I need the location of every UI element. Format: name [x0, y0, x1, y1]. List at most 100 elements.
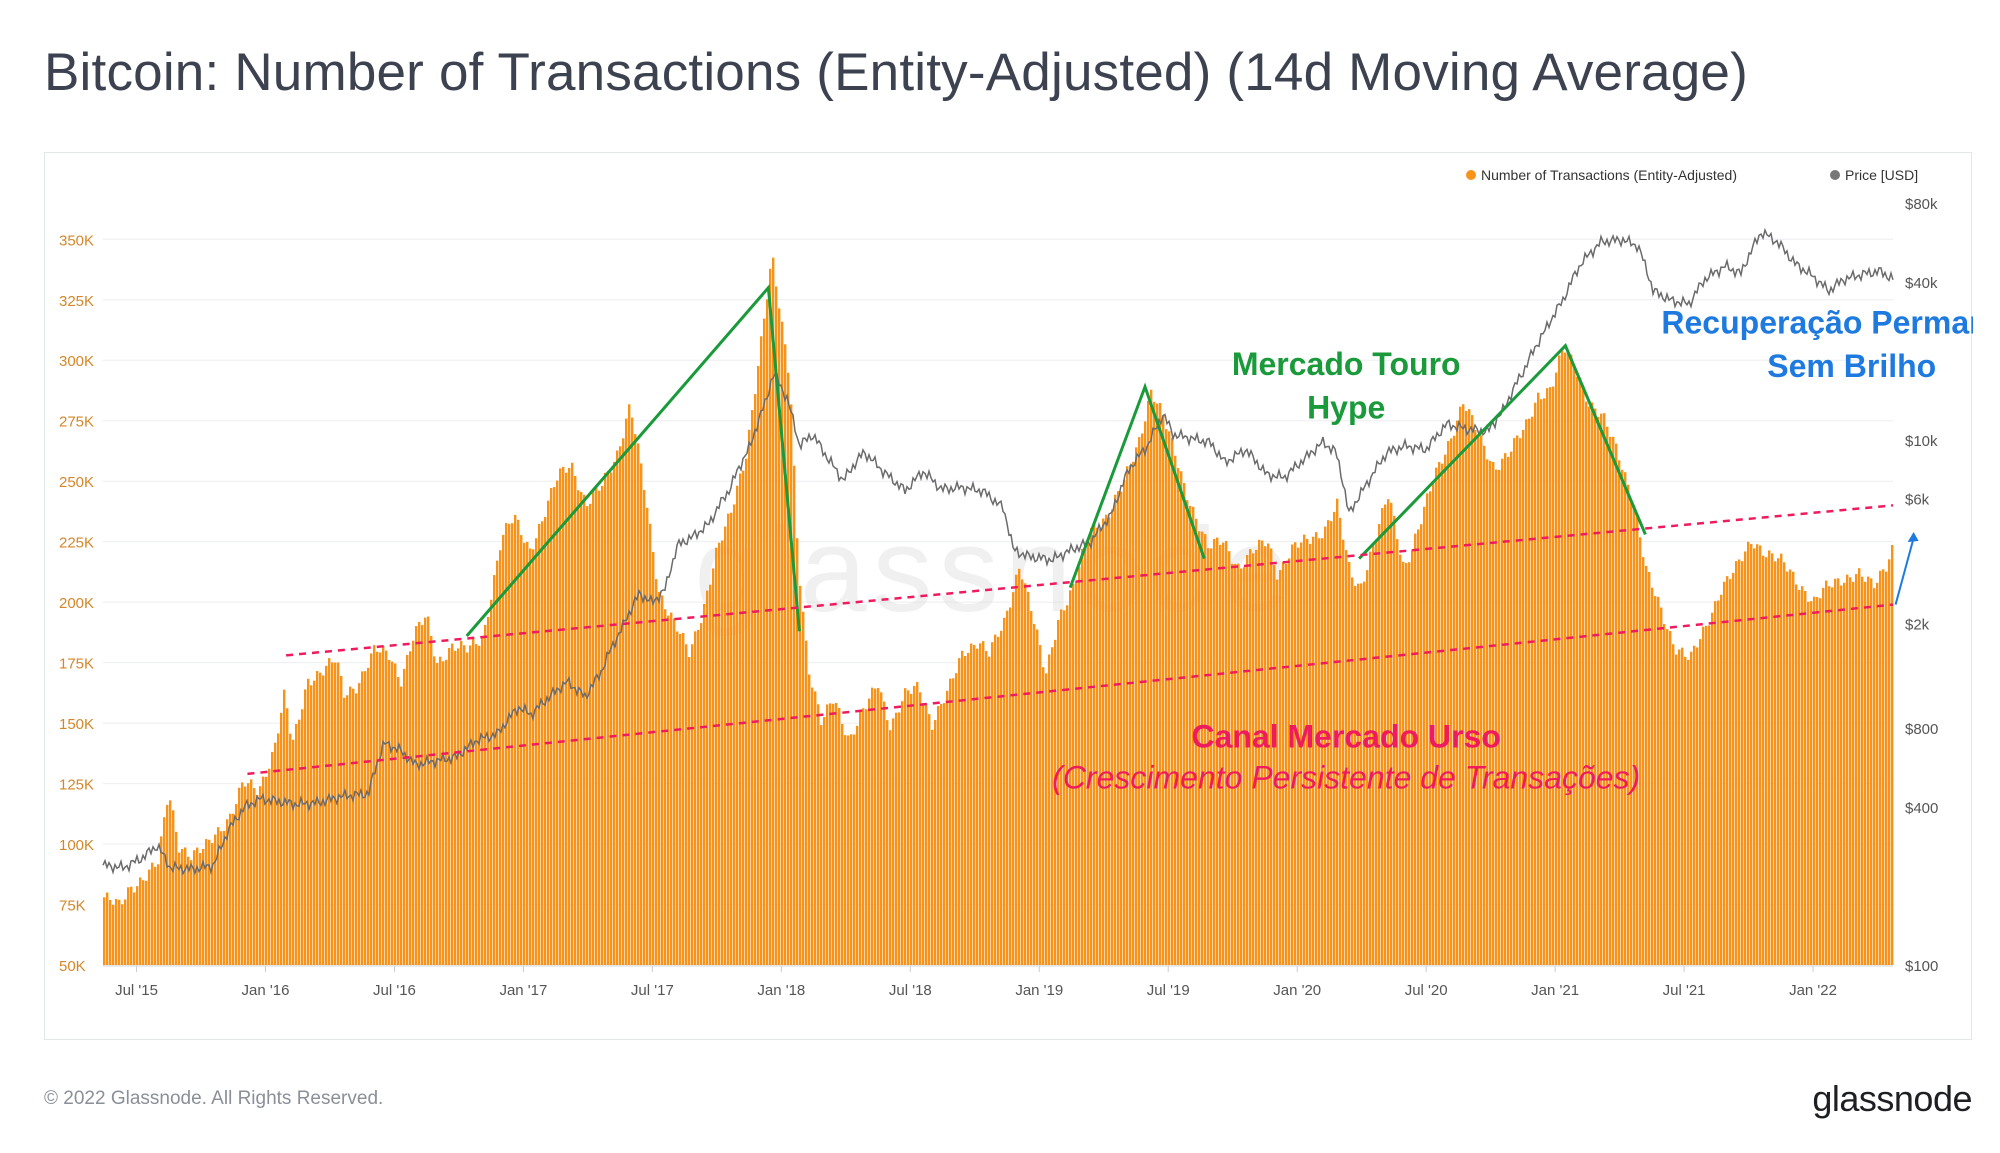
- transaction-bar: [472, 638, 475, 965]
- transaction-bar: [460, 640, 463, 965]
- annotation-lines: [247, 284, 1919, 776]
- transaction-bar: [1006, 610, 1009, 965]
- transaction-bar: [1285, 563, 1288, 965]
- transaction-bar: [1543, 398, 1546, 965]
- transaction-bar: [445, 659, 448, 965]
- transaction-bar: [1120, 491, 1123, 965]
- transaction-bar: [1312, 536, 1315, 965]
- transaction-bar: [838, 707, 841, 965]
- transaction-bar: [409, 651, 412, 965]
- transaction-bar: [229, 813, 232, 965]
- transaction-bar: [328, 658, 331, 965]
- transaction-bar: [700, 623, 703, 965]
- transaction-bar: [268, 768, 271, 965]
- transaction-bar: [616, 450, 619, 965]
- transaction-bar: [1306, 538, 1309, 965]
- transaction-bar: [820, 725, 823, 965]
- transaction-bar: [1237, 563, 1240, 965]
- text-annotations: Mercado Touro Hype Recuperação Permanece Se…: [1052, 305, 1973, 796]
- transaction-bar: [277, 733, 280, 965]
- transaction-bar: [550, 488, 553, 965]
- transaction-bar: [772, 257, 775, 965]
- recovery-arrow: [1894, 537, 1915, 605]
- transaction-bar: [178, 852, 181, 965]
- transactions-price-chart: glassnode 50K75K100K125K150K175K200K225K…: [59, 167, 1973, 999]
- transaction-bar: [730, 512, 733, 965]
- transaction-bar: [484, 624, 487, 965]
- transaction-bar: [1675, 654, 1678, 965]
- transaction-bar: [1375, 539, 1378, 965]
- transaction-bar: [1534, 402, 1537, 965]
- transaction-bar: [1522, 429, 1525, 966]
- transaction-bar: [1624, 472, 1627, 965]
- transaction-bar: [1309, 543, 1312, 965]
- transaction-bar: [1513, 438, 1516, 965]
- transaction-bar: [1177, 468, 1180, 965]
- transaction-bar: [1489, 460, 1492, 965]
- transaction-bar: [1003, 617, 1006, 965]
- transaction-bar: [1723, 581, 1726, 965]
- annotation-text: (Crescimento Persistente de Transações): [1052, 759, 1640, 795]
- transaction-bar: [1756, 544, 1759, 965]
- transaction-bar: [586, 506, 589, 965]
- transaction-bar: [811, 687, 814, 965]
- transaction-bar: [1843, 582, 1846, 965]
- glassnode-logo[interactable]: glassnode: [1812, 1078, 1972, 1119]
- transaction-bar: [1300, 542, 1303, 965]
- legend[interactable]: Number of Transactions (Entity-Adjusted)…: [1466, 167, 1918, 183]
- transaction-bar: [1030, 611, 1033, 965]
- transaction-bar: [1390, 502, 1393, 965]
- transaction-bar: [697, 629, 700, 965]
- transaction-bar: [475, 644, 478, 965]
- transaction-bar: [1384, 504, 1387, 965]
- transaction-bar: [193, 850, 196, 965]
- transaction-bar: [913, 686, 916, 965]
- legend-label-price: Price [USD]: [1845, 167, 1918, 183]
- transaction-bar: [490, 599, 493, 965]
- transaction-bar: [676, 631, 679, 965]
- transaction-bar: [448, 647, 451, 965]
- transaction-bar: [1279, 570, 1282, 965]
- transaction-bar: [226, 819, 229, 965]
- transaction-bar: [1036, 629, 1039, 965]
- transaction-bar: [1546, 388, 1549, 965]
- transaction-bar: [418, 622, 421, 965]
- bear-channel-line: [286, 504, 1894, 657]
- transaction-bar: [1816, 597, 1819, 965]
- transaction-bar: [1090, 527, 1093, 965]
- transaction-bar: [1564, 352, 1567, 966]
- transaction-bar: [982, 641, 985, 965]
- transaction-bar: [1870, 578, 1873, 965]
- transaction-bar: [1114, 494, 1117, 965]
- chart-title: Bitcoin: Number of Transactions (Entity-…: [44, 43, 1748, 102]
- transaction-bar: [607, 470, 610, 965]
- transaction-bar: [679, 633, 682, 965]
- transaction-bar: [1861, 576, 1864, 965]
- transaction-bar: [649, 523, 652, 965]
- x-axis: Jul '15 Jan '16 Jul '16 Jan '17 Jul '17 Jan '…: [103, 965, 1893, 999]
- transaction-bar: [1600, 413, 1603, 965]
- transaction-bar: [295, 724, 298, 965]
- transaction-bar: [298, 719, 301, 965]
- copyright-text: © 2022 Glassnode. All Rights Reserved.: [44, 1088, 384, 1109]
- transaction-bar: [451, 643, 454, 965]
- transaction-bar: [1597, 416, 1600, 965]
- x-tick-label: Jul '19: [1147, 982, 1190, 999]
- transaction-bar: [748, 429, 751, 966]
- right-tick-label: $800: [1905, 721, 1938, 738]
- transaction-bar: [124, 899, 127, 965]
- transaction-bar: [1087, 538, 1090, 965]
- transaction-bar: [754, 394, 757, 965]
- transaction-bar: [1051, 647, 1054, 965]
- transaction-bar: [1783, 562, 1786, 965]
- transaction-bar: [712, 568, 715, 965]
- recovery-arrow-head: [1907, 531, 1919, 542]
- chart-panel: glassnode 50K 75K 100K 125K 150K 175K 200K 225K…: [44, 152, 1973, 1040]
- transaction-bar: [925, 704, 928, 965]
- transaction-bar: [190, 860, 193, 965]
- transaction-bar: [1174, 455, 1177, 965]
- transaction-bar: [169, 800, 172, 965]
- transaction-bar: [1399, 554, 1402, 965]
- transaction-bar: [301, 709, 304, 965]
- transaction-bar: [814, 691, 817, 965]
